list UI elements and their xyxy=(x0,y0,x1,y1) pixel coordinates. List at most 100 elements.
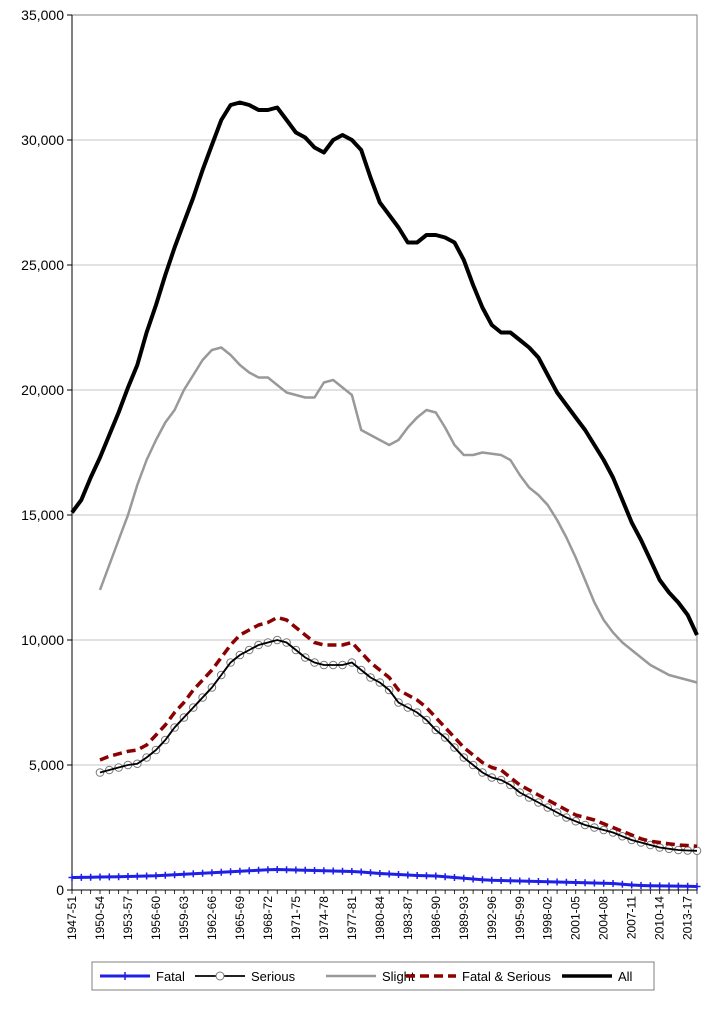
data-point-fatal xyxy=(637,882,645,889)
x-tick-label: 2004-08 xyxy=(597,896,611,940)
data-point-fatal xyxy=(394,871,402,878)
data-point-fatal xyxy=(441,873,449,881)
y-tick-label: 25,000 xyxy=(21,257,64,273)
data-point-fatal xyxy=(506,877,514,885)
x-tick-label: 1980-84 xyxy=(373,896,387,940)
data-point-fatal xyxy=(432,872,440,880)
x-tick-label: 1947-51 xyxy=(65,896,79,940)
data-point-fatal xyxy=(497,877,505,884)
data-point-fatal xyxy=(450,874,458,881)
data-point-fatal xyxy=(189,870,197,878)
data-point-fatal xyxy=(656,882,664,890)
x-tick-label: 2007-11 xyxy=(625,896,639,939)
data-point-fatal xyxy=(161,871,169,879)
data-point-fatal xyxy=(339,867,347,875)
data-point-fatal xyxy=(68,874,76,881)
legend: Fatal Serious Slight Fatal & Serious All xyxy=(91,961,655,991)
y-tick-label: 30,000 xyxy=(21,132,64,148)
data-point-fatal xyxy=(180,870,188,878)
data-point-fatal xyxy=(534,878,542,885)
legend-label-fatal-serious: Fatal & Serious xyxy=(462,969,551,984)
x-axis-ticks: 1947-51 1950-54 1953-57 1956-60 1959-63 1962-… xyxy=(65,890,698,940)
x-tick-label: 1977-81 xyxy=(345,896,359,940)
data-point-fatal xyxy=(292,866,300,874)
x-tick-label: 1953-57 xyxy=(121,896,135,940)
data-point-fatal xyxy=(273,866,281,873)
data-point-fatal xyxy=(124,873,132,880)
y-tick-label: 15,000 xyxy=(21,507,64,523)
data-point-fatal xyxy=(544,878,552,886)
data-point-fatal xyxy=(96,873,104,881)
data-point-fatal xyxy=(628,881,636,889)
data-point-fatal xyxy=(581,879,589,887)
legend-label-slight: Slight xyxy=(382,969,415,984)
data-point-fatal xyxy=(227,868,235,876)
data-point-fatal xyxy=(572,879,580,886)
axes xyxy=(71,14,698,891)
data-point-fatal xyxy=(77,873,85,881)
data-point-fatal xyxy=(674,882,682,890)
data-point-fatal xyxy=(684,882,692,890)
x-tick-label: 2013-17 xyxy=(681,896,695,940)
x-tick-label: 1962-66 xyxy=(205,896,219,940)
data-point-serious xyxy=(95,768,105,777)
data-point-fatal xyxy=(469,875,477,883)
y-tick-label: 20,000 xyxy=(21,382,64,398)
series-line-all xyxy=(70,100,699,636)
data-point-fatal xyxy=(217,868,225,876)
data-point-fatal xyxy=(348,868,356,875)
data-point-fatal xyxy=(516,877,524,885)
x-tick-label: 1992-96 xyxy=(485,896,499,940)
plot-area xyxy=(71,14,698,891)
legend-label-all: All xyxy=(618,969,633,984)
data-point-fatal xyxy=(283,866,291,874)
data-point-fatal xyxy=(609,880,617,887)
legend-marker-serious xyxy=(215,971,225,981)
data-point-fatal xyxy=(367,869,375,877)
data-point-fatal xyxy=(255,866,263,874)
x-tick-label: 1995-99 xyxy=(513,896,527,940)
legend-label-serious: Serious xyxy=(251,969,296,984)
data-point-fatal xyxy=(320,867,328,875)
data-point-fatal xyxy=(553,878,561,886)
data-point-fatal xyxy=(301,866,309,874)
data-point-fatal xyxy=(143,872,151,880)
x-tick-label: 1971-75 xyxy=(289,896,303,940)
x-tick-label: 1959-63 xyxy=(177,896,191,940)
data-point-fatal xyxy=(376,870,384,877)
x-tick-label: 1974-78 xyxy=(317,896,331,940)
data-point-fatal xyxy=(199,869,207,877)
data-point-fatal xyxy=(590,879,598,887)
legend-label-fatal: Fatal xyxy=(156,969,185,984)
y-tick-label: 35,000 xyxy=(21,7,64,23)
data-point-fatal xyxy=(665,882,673,890)
data-point-fatal xyxy=(646,882,654,890)
data-point-fatal xyxy=(413,872,421,879)
data-point-fatal xyxy=(693,883,701,890)
series-line-overlay-serious xyxy=(99,639,698,852)
data-point-fatal xyxy=(600,879,608,887)
y-tick-label: 5,000 xyxy=(29,757,64,773)
data-point-fatal xyxy=(87,873,95,881)
x-tick-label: 1986-90 xyxy=(429,896,443,940)
series-lines xyxy=(68,100,702,890)
x-tick-label: 1989-93 xyxy=(457,896,471,940)
data-point-fatal xyxy=(422,872,430,880)
data-point-fatal xyxy=(208,869,216,877)
data-point-fatal xyxy=(105,873,113,881)
series-line-slight xyxy=(98,346,698,684)
x-tick-label: 1950-54 xyxy=(93,896,107,940)
data-point-fatal xyxy=(460,874,468,882)
y-tick-label: 0 xyxy=(56,882,64,898)
data-point-fatal xyxy=(562,878,570,886)
data-point-fatal xyxy=(329,867,337,875)
y-tick-label: 10,000 xyxy=(21,632,64,648)
data-point-fatal xyxy=(115,873,123,881)
data-point-fatal xyxy=(264,866,272,874)
data-point-fatal xyxy=(385,870,393,878)
legend-marker-fatal xyxy=(121,972,129,980)
data-point-fatal xyxy=(133,872,141,880)
data-point-fatal xyxy=(171,871,179,879)
data-point-fatal xyxy=(618,880,626,888)
